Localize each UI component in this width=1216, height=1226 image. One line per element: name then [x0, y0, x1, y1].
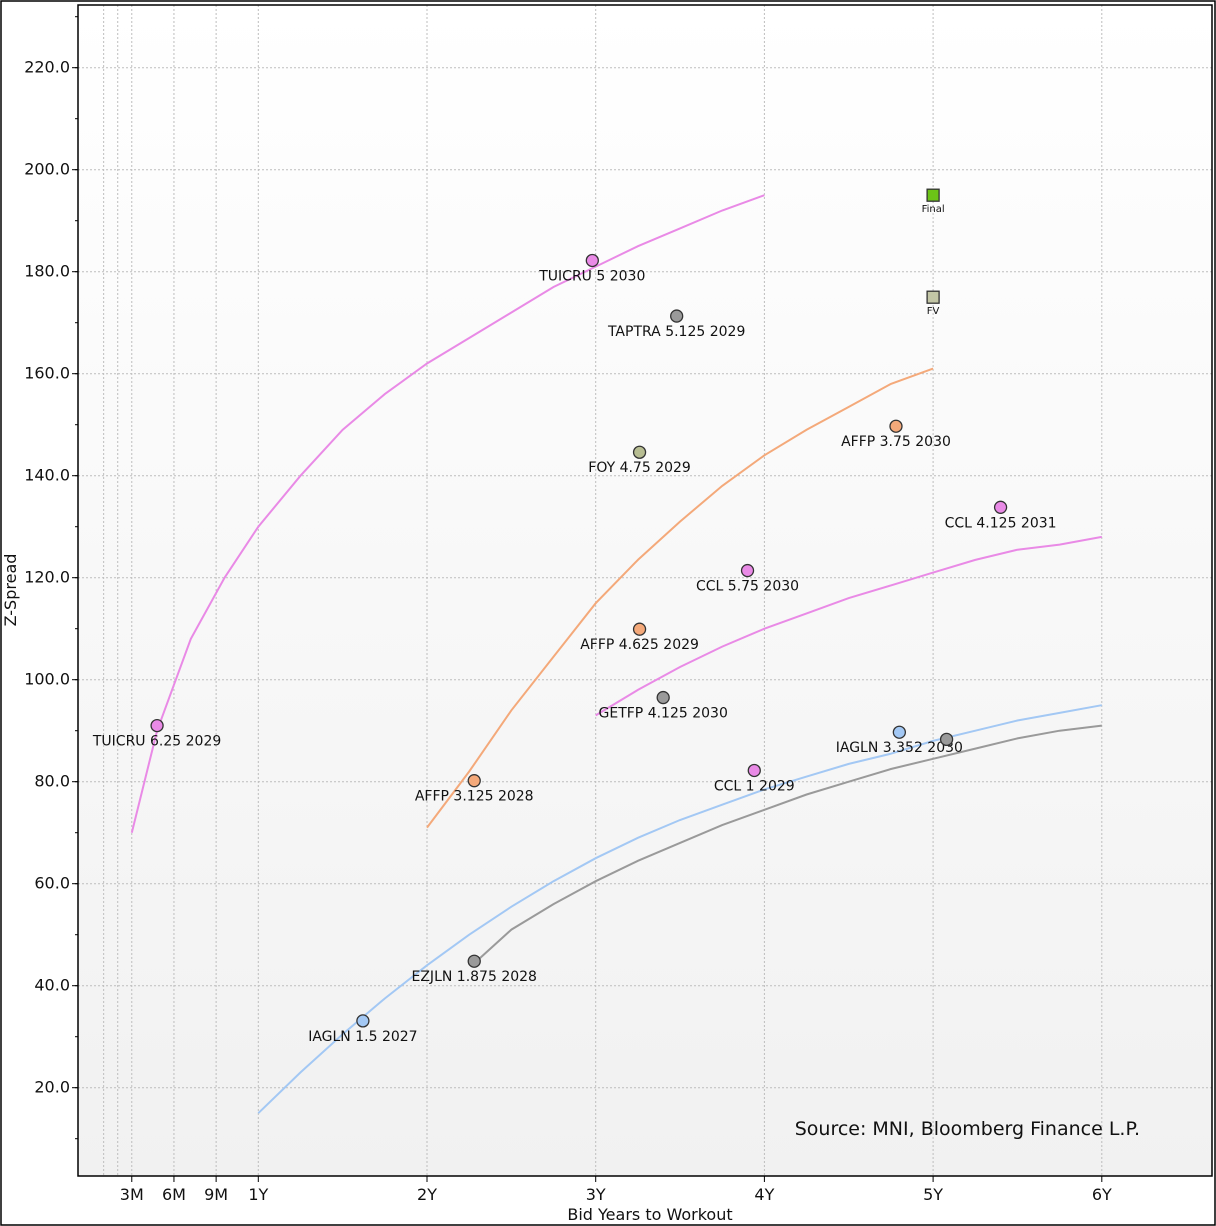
y-tick-label: 40.0 [34, 976, 70, 995]
x-tick-label: 3Y [586, 1185, 606, 1204]
bond-point-label: CCL 5.75 2030 [696, 579, 799, 595]
grid [78, 5, 1212, 1176]
bond-point[interactable] [939, 732, 954, 747]
bond-point-label: FOY 4.75 2029 [588, 460, 691, 476]
bond-point[interactable] [467, 954, 481, 968]
bond-point-label: GETFP 4.125 2030 [599, 706, 728, 722]
bond-point[interactable] [356, 1014, 370, 1028]
bond-point[interactable] [889, 419, 903, 433]
y-tick-label: 20.0 [34, 1078, 70, 1097]
axes: 20.0 40.0 60.0 80.0 100.0 120.0 140.0 160.0 180.… [24, 16, 1112, 1204]
y-tick-label: 100.0 [24, 670, 70, 689]
curve-iagln-curve [257, 704, 1102, 1114]
bond-point[interactable] [747, 763, 761, 778]
bond-point-label: CCL 4.125 2031 [945, 515, 1057, 531]
x-tick-label: 1Y [248, 1185, 268, 1204]
y-tick-label: 160.0 [24, 364, 70, 383]
bond-points: TUICRU 5 2030 TAPTRA 5.125 2029 FOY 4.75 2… [92, 253, 1057, 1045]
source-note: Source: MNI, Bloomberg Finance L.P. [795, 1118, 1140, 1140]
plot-frame [77, 4, 1213, 1177]
bond-point-label: IAGLN 1.5 2027 [308, 1029, 417, 1045]
fitted-curves [130, 194, 1102, 1114]
plot-area [78, 5, 1212, 1176]
marker-final[interactable] [926, 188, 940, 202]
bond-point[interactable] [670, 309, 684, 323]
curve-tuicru-curve [130, 194, 765, 833]
bond-point[interactable] [656, 690, 670, 705]
marker-label: FV [927, 306, 940, 317]
curve-ccl-curve [595, 535, 1102, 717]
reference-markers: Final FV [922, 188, 945, 317]
x-tick-label: 6M [162, 1185, 186, 1204]
bond-point[interactable] [150, 718, 164, 733]
bond-point-label: CCL 1 2029 [714, 778, 795, 794]
marker-fv[interactable] [926, 290, 940, 304]
y-tick-label: 80.0 [34, 772, 70, 791]
x-tick-label: 6Y [1092, 1185, 1112, 1204]
x-tick-label: 5Y [923, 1185, 943, 1204]
x-tick-label: 4Y [754, 1185, 774, 1204]
y-tick-label: 60.0 [34, 874, 70, 893]
bond-point[interactable] [892, 725, 907, 739]
bond-point[interactable] [740, 563, 755, 578]
y-tick-label: 180.0 [24, 262, 70, 281]
x-axis-title: Bid Years to Workout [567, 1205, 732, 1224]
x-tick-label: 9M [204, 1185, 228, 1204]
x-tick-label: 3M [120, 1185, 144, 1204]
bond-point[interactable] [585, 253, 599, 268]
bond-point-label: IAGLN 3.352 2030 [836, 740, 963, 756]
bond-point-label: TUICRU 5 2030 [538, 268, 645, 284]
bond-point-label: AFFP 4.625 2029 [580, 637, 699, 653]
bond-point[interactable] [467, 774, 481, 788]
bond-point-label: AFFP 3.75 2030 [841, 434, 951, 450]
curve-ezjln-curve [476, 724, 1102, 961]
bond-point[interactable] [632, 445, 647, 459]
y-tick-label: 120.0 [24, 568, 70, 587]
bond-point-label: TUICRU 6.25 2029 [92, 734, 221, 750]
y-tick-label: 220.0 [24, 58, 70, 77]
bond-point-label: TAPTRA 5.125 2029 [607, 324, 745, 340]
curve-affp-curve [426, 367, 934, 829]
y-axis-title: Z-Spread [1, 554, 20, 627]
y-tick-label: 200.0 [24, 160, 70, 179]
bond-point[interactable] [632, 622, 647, 636]
y-tick-label: 140.0 [24, 466, 70, 485]
x-tick-label: 2Y [417, 1185, 437, 1204]
bond-point-label: EZJLN 1.875 2028 [412, 969, 537, 985]
bond-point[interactable] [993, 500, 1008, 514]
bond-point-label: AFFP 3.125 2028 [415, 789, 534, 805]
marker-label: Final [922, 204, 945, 215]
